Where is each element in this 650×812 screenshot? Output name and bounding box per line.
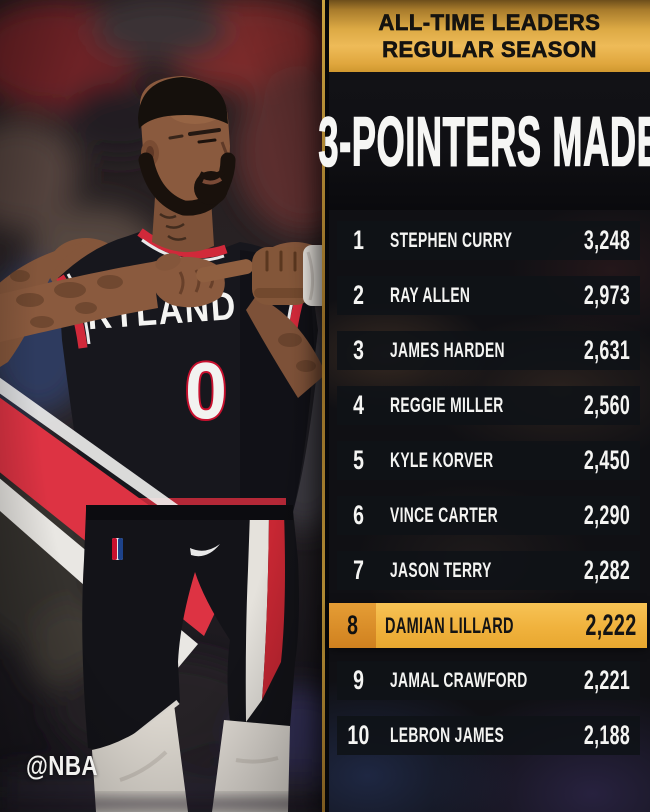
row-value: 2,282: [583, 555, 630, 585]
title-block: 3-POINTERS MADE: [318, 72, 650, 210]
header-banner: ALL-TIME LEADERS REGULAR SEASON: [329, 0, 650, 72]
row-player-name: KYLE KORVER: [390, 448, 494, 472]
banner-line-2: REGULAR SEASON: [382, 37, 597, 63]
leaderboard-list: 1 STEPHEN CURRY 3,248 2 RAY ALLEN 2,973 …: [329, 210, 650, 812]
row-rank: 2: [353, 280, 365, 310]
fist-arm: [246, 245, 325, 398]
leaderboard-row: 9 JAMAL CRAWFORD 2,221: [337, 661, 640, 700]
player-figure: RTLAND 0: [0, 76, 325, 812]
stat-title: 3-POINTERS MADE: [317, 101, 650, 181]
player-illustration: RTLAND 0: [0, 0, 325, 812]
nba-watermark: @NBA: [26, 750, 98, 781]
row-rank: 4: [353, 390, 365, 420]
row-rank: 10: [347, 720, 371, 750]
nba-logo-patch: [112, 538, 123, 560]
leaderboard-panel: ALL-TIME LEADERS REGULAR SEASON 3-POINTE…: [318, 0, 650, 812]
row-player-name: VINCE CARTER: [390, 503, 498, 527]
leaderboard-row: 3 JAMES HARDEN 2,631: [337, 331, 640, 370]
row-value: 2,973: [583, 280, 630, 310]
leaderboard-row: 4 REGGIE MILLER 2,560: [337, 386, 640, 425]
gold-accent-edge: [322, 0, 325, 812]
leaderboard-row: 10 LEBRON JAMES 2,188: [337, 716, 640, 755]
row-player-name: RAY ALLEN: [390, 283, 471, 307]
row-player-name: JASON TERRY: [390, 558, 492, 582]
player-head: [138, 76, 236, 253]
leaderboard-row: 2 RAY ALLEN 2,973: [337, 276, 640, 315]
row-player-name: JAMAL CRAWFORD: [390, 668, 528, 692]
row-rank: 1: [353, 225, 365, 255]
wristband: [303, 245, 325, 306]
row-rank: 9: [353, 665, 365, 695]
row-value: 2,221: [583, 665, 630, 695]
jersey-number: 0: [185, 346, 227, 435]
player-photo: RTLAND 0: [0, 0, 325, 812]
row-rank: 7: [353, 555, 365, 585]
row-rank: 3: [353, 335, 365, 365]
leaderboard-row: 7 JASON TERRY 2,282: [337, 551, 640, 590]
row-player-name: STEPHEN CURRY: [390, 228, 513, 252]
row-value: 2,290: [583, 500, 630, 530]
banner-line-1: ALL-TIME LEADERS: [378, 10, 601, 36]
row-rank: 6: [353, 500, 365, 530]
row-rank: 5: [353, 445, 365, 475]
row-value: 3,248: [583, 225, 630, 255]
row-value: 2,188: [583, 720, 630, 750]
row-value: 2,450: [583, 445, 630, 475]
row-value: 2,631: [583, 335, 630, 365]
leaderboard-row: 8 DAMIAN LILLARD 2,222: [329, 603, 647, 648]
row-value: 2,222: [585, 608, 637, 642]
row-player-name: LEBRON JAMES: [390, 723, 505, 747]
pointing-arm: [0, 240, 254, 367]
row-rank: 8: [329, 603, 376, 648]
row-player-name: REGGIE MILLER: [390, 393, 504, 417]
row-player-name: JAMES HARDEN: [390, 338, 505, 362]
legs: [92, 704, 290, 812]
leaderboard-row: 6 VINCE CARTER 2,290: [337, 496, 640, 535]
row-value: 2,560: [583, 390, 630, 420]
row-player-name: DAMIAN LILLARD: [385, 612, 514, 638]
leaderboard-row: 1 STEPHEN CURRY 3,248: [337, 221, 640, 260]
leaderboard-row: 5 KYLE KORVER 2,450: [337, 441, 640, 480]
